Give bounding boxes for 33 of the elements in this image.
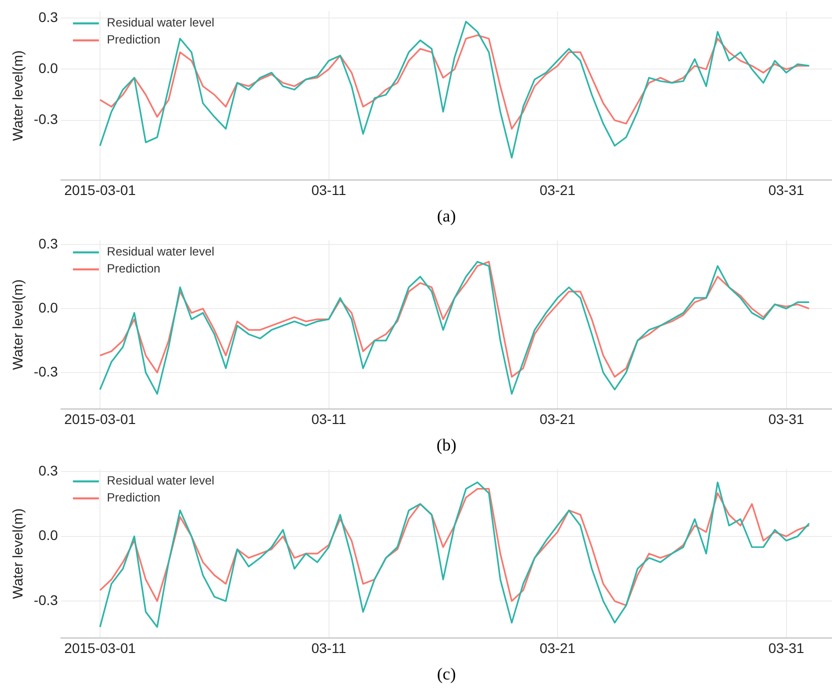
y-axis-title: Water level(m) <box>9 508 26 599</box>
y-tick-label: 0.3 <box>38 462 58 478</box>
x-tick-label: 03-21 <box>540 182 576 198</box>
x-tick-label: 03-11 <box>311 182 346 198</box>
y-tick-label: 0.3 <box>38 236 58 252</box>
y-tick-label: 0.0 <box>38 527 58 544</box>
legend-label: Prediction <box>106 32 160 47</box>
y-axis-title: Water level(m) <box>9 50 26 141</box>
x-tick-label: 03-31 <box>768 411 804 428</box>
legend-label: Prediction <box>106 490 160 505</box>
legend-label: Residual water level <box>106 16 214 30</box>
x-tick-label: 03-11 <box>311 640 346 656</box>
x-axis-title: (b) <box>436 435 456 454</box>
legend-label: Prediction <box>106 262 160 276</box>
y-axis-title: Water level(m) <box>9 279 26 370</box>
x-axis-title: (a) <box>437 206 456 226</box>
x-tick-label: 03-11 <box>311 411 346 428</box>
y-tick-label: 0.3 <box>38 9 58 26</box>
legend-label: Residual water level <box>106 474 214 488</box>
legend-label: Residual water level <box>106 244 214 259</box>
x-tick-label: 2015-03-01 <box>64 182 136 198</box>
y-tick-label: -0.3 <box>34 111 58 128</box>
x-tick-label: 03-21 <box>540 640 576 656</box>
x-tick-label: 03-31 <box>768 640 804 656</box>
x-tick-label: 03-31 <box>768 182 804 198</box>
x-axis-title: (c) <box>437 664 456 684</box>
y-tick-label: 0.0 <box>38 299 58 316</box>
y-tick-label: -0.3 <box>34 363 58 380</box>
x-tick-label: 03-21 <box>540 411 576 428</box>
y-tick-label: 0.0 <box>38 60 58 76</box>
x-tick-label: 2015-03-01 <box>64 640 136 656</box>
y-tick-label: -0.3 <box>34 592 58 608</box>
x-tick-label: 2015-03-01 <box>64 411 136 428</box>
